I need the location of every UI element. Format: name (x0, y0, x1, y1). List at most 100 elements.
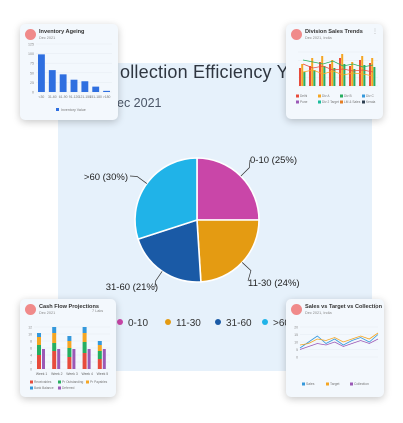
legend-swatch (58, 380, 61, 384)
bar (373, 67, 376, 86)
legend-swatch (302, 382, 305, 386)
trend-line (302, 69, 374, 77)
y-tick: 0 (296, 356, 298, 360)
legend-swatch (30, 380, 33, 384)
y-tick: 12 (28, 326, 32, 330)
avatar (291, 29, 302, 40)
bar (331, 60, 334, 86)
leader-line (154, 271, 163, 288)
legend-swatch (362, 100, 365, 104)
bar-segment (97, 345, 102, 351)
legend-label: LM & Sales (344, 100, 361, 104)
bar (70, 79, 78, 92)
inventory-ageing-card[interactable]: Inventory Ageing Dec 2021 125 100 75 50 25 0 <… (20, 24, 118, 120)
bar-segment (67, 348, 72, 357)
cash-flow-bar-chart: 12 10 8 6 4 2 0 Week 1 Week 2 Week 3 Week 4 Week 5 R… (28, 326, 110, 390)
trend-line (302, 63, 374, 73)
bar (349, 66, 351, 86)
bar (369, 63, 371, 86)
bar-segment (37, 337, 41, 345)
legend-dot (215, 319, 221, 325)
legend-label: Deferred (62, 386, 75, 390)
bar-segment (37, 333, 41, 337)
series-line (299, 338, 379, 350)
page-title: ollection Efficiency YTD (120, 62, 314, 82)
legend-label: >60 (273, 318, 290, 329)
legend-swatch (326, 382, 329, 386)
more-icon[interactable]: ⋮ (373, 304, 379, 310)
bar (329, 64, 331, 86)
legend-swatch (296, 94, 299, 98)
avatar (291, 304, 302, 315)
card-subtitle: Dec 2021 (39, 36, 56, 40)
y-tick: 75 (30, 62, 34, 66)
slice-label: 11-30 (24%) (248, 278, 300, 289)
slice-label: >60 (30%) (84, 172, 128, 183)
bar (57, 349, 61, 369)
x-tick: 121-150 (79, 95, 92, 99)
bar (313, 70, 316, 86)
card-subtitle: Dec 2021 (39, 311, 56, 315)
bar (92, 86, 100, 92)
sales-vs-target-card[interactable]: Sales vs Target vs Collection Dec 2021, … (286, 299, 384, 397)
legend-swatch (340, 94, 343, 98)
bar (361, 56, 364, 86)
legend-label: 31-60 (226, 318, 252, 329)
bar-segment (97, 351, 102, 359)
legend-swatch (30, 386, 33, 390)
series-line (299, 334, 379, 349)
bar (72, 349, 76, 369)
bar-segment (97, 359, 102, 369)
x-tick: 91-120 (69, 95, 80, 99)
legend-dot (262, 319, 268, 325)
legend-label: Kerala (366, 100, 375, 104)
legend-label: Receivables (34, 380, 52, 384)
legend-swatch (362, 94, 365, 98)
y-tick: 0 (32, 91, 34, 95)
legend-label: Target (330, 382, 339, 386)
legend-label: Delhi (300, 94, 308, 98)
legend-swatch (58, 386, 61, 390)
y-tick: 10 (28, 333, 32, 337)
more-icon[interactable]: ⋮ (372, 29, 378, 35)
legend-label: Div C (366, 94, 374, 98)
pie-slice-31-60 (137, 218, 202, 283)
bar (59, 74, 67, 92)
bar (301, 64, 304, 86)
bar (359, 60, 361, 86)
x-tick: Week 5 (97, 372, 109, 376)
legend-label: Pr Outstanding (62, 380, 83, 384)
pie-slice->60 (134, 157, 198, 241)
x-tick: >180 (103, 95, 111, 99)
x-tick: 61-90 (59, 95, 68, 99)
y-tick: 100 (28, 52, 34, 56)
bar-segment (37, 355, 41, 369)
legend-swatch (56, 108, 59, 111)
card-title: Division Sales Trends (305, 29, 363, 35)
bar (311, 58, 314, 86)
cash-flow-card[interactable]: Cash Flow Projections Dec 2021 7 Laks 12… (20, 299, 116, 397)
bar (353, 69, 356, 86)
sales-line-chart: 20 15 10 5 0 Sales Target Collection (294, 326, 379, 386)
bar (363, 65, 366, 86)
x-tick: 151-180 (89, 95, 102, 99)
bar-segment (52, 343, 57, 351)
avatar (25, 304, 36, 315)
legend-swatch (318, 94, 321, 98)
legend-label: Pr Payables (90, 380, 108, 384)
x-tick: Week 2 (51, 372, 63, 376)
legend-label: Sales (306, 382, 315, 386)
bar (333, 68, 336, 86)
y-tick: 6 (30, 347, 32, 351)
legend-swatch (340, 100, 343, 104)
card-title: Sales vs Target vs Collection (305, 304, 382, 310)
pie-slice-11-30 (196, 219, 260, 283)
bar (87, 349, 91, 369)
bar (103, 90, 110, 92)
x-tick: <30 (39, 95, 45, 99)
legend-label: Div 2 Target (322, 100, 339, 104)
bar-segment (52, 333, 57, 343)
division-sales-card[interactable]: Division Sales Trends Dec 2021, India ⋮ … (286, 24, 383, 119)
legend-label: Div B (344, 94, 352, 98)
period-label: ec 2021 (117, 96, 162, 110)
